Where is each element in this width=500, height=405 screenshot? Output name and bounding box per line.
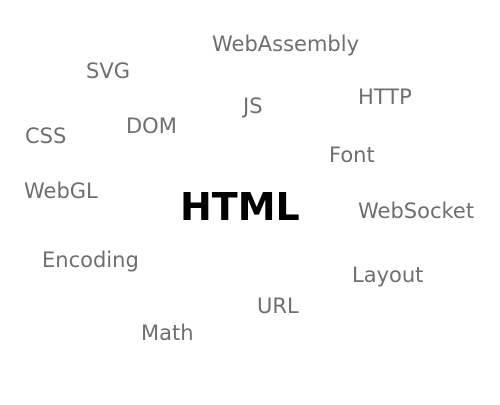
word-svg: SVG bbox=[86, 59, 130, 83]
word-webassembly: WebAssembly bbox=[212, 32, 359, 56]
word-webgl: WebGL bbox=[24, 179, 98, 203]
word-layout: Layout bbox=[352, 263, 424, 287]
word-css: CSS bbox=[25, 124, 67, 148]
word-math: Math bbox=[141, 321, 194, 345]
word-html: HTML bbox=[180, 185, 300, 229]
word-js: JS bbox=[243, 94, 263, 118]
word-websocket: WebSocket bbox=[358, 199, 475, 223]
word-dom: DOM bbox=[126, 114, 177, 138]
word-url: URL bbox=[257, 294, 299, 318]
word-font: Font bbox=[329, 143, 375, 167]
word-encoding: Encoding bbox=[42, 248, 139, 272]
word-http: HTTP bbox=[358, 85, 412, 109]
